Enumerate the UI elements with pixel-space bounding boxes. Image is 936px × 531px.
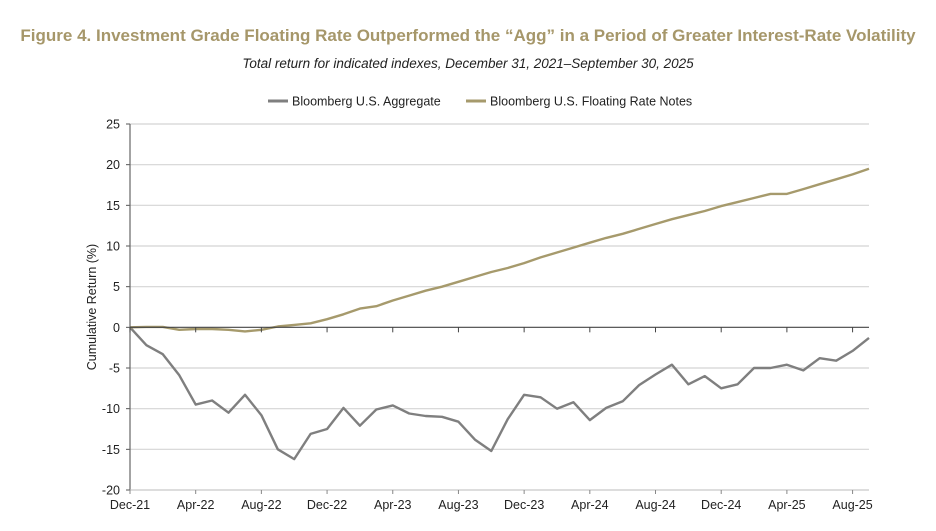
y-tick-label: 0 <box>113 321 120 335</box>
series-lines <box>129 167 870 461</box>
y-tick-label: 10 <box>106 240 120 254</box>
x-tick-label: Apr-23 <box>374 498 412 512</box>
legend-label-aggregate: Bloomberg U.S. Aggregate <box>292 95 441 109</box>
legend-label-frn: Bloomberg U.S. Floating Rate Notes <box>490 95 692 109</box>
legend: Bloomberg U.S. Aggregate Bloomberg U.S. … <box>268 95 692 109</box>
x-tick-label: Dec-24 <box>701 498 741 512</box>
x-tick-label: Apr-25 <box>768 498 806 512</box>
x-tick-label: Dec-21 <box>110 498 150 512</box>
y-axis-label: Cumulative Return (%) <box>85 244 99 370</box>
x-tick-label: Aug-23 <box>438 498 478 512</box>
y-tick-label: 15 <box>106 199 120 213</box>
chart-title: Figure 4. Investment Grade Floating Rate… <box>20 26 916 45</box>
y-tick-label: 25 <box>106 118 120 132</box>
x-tick-label: Dec-23 <box>504 498 544 512</box>
series-line-aggregate <box>129 326 870 461</box>
x-tick-label: Apr-24 <box>571 498 609 512</box>
y-tick-label: -15 <box>102 443 120 457</box>
y-tick-label: 5 <box>113 280 120 294</box>
x-tick-label: Aug-25 <box>832 498 872 512</box>
x-tick-label: Aug-22 <box>241 498 281 512</box>
x-tick-label: Dec-22 <box>307 498 347 512</box>
x-tick-label: Apr-22 <box>177 498 215 512</box>
y-tick-label: -20 <box>102 484 120 498</box>
x-tick-label: Aug-24 <box>635 498 675 512</box>
y-tick-label: -10 <box>102 402 120 416</box>
gridlines <box>130 123 869 450</box>
y-tick-label: 20 <box>106 158 120 172</box>
series-line-floating-rate-notes <box>129 167 870 333</box>
chart-subtitle: Total return for indicated indexes, Dece… <box>242 56 694 71</box>
y-tick-label: -5 <box>109 362 120 376</box>
